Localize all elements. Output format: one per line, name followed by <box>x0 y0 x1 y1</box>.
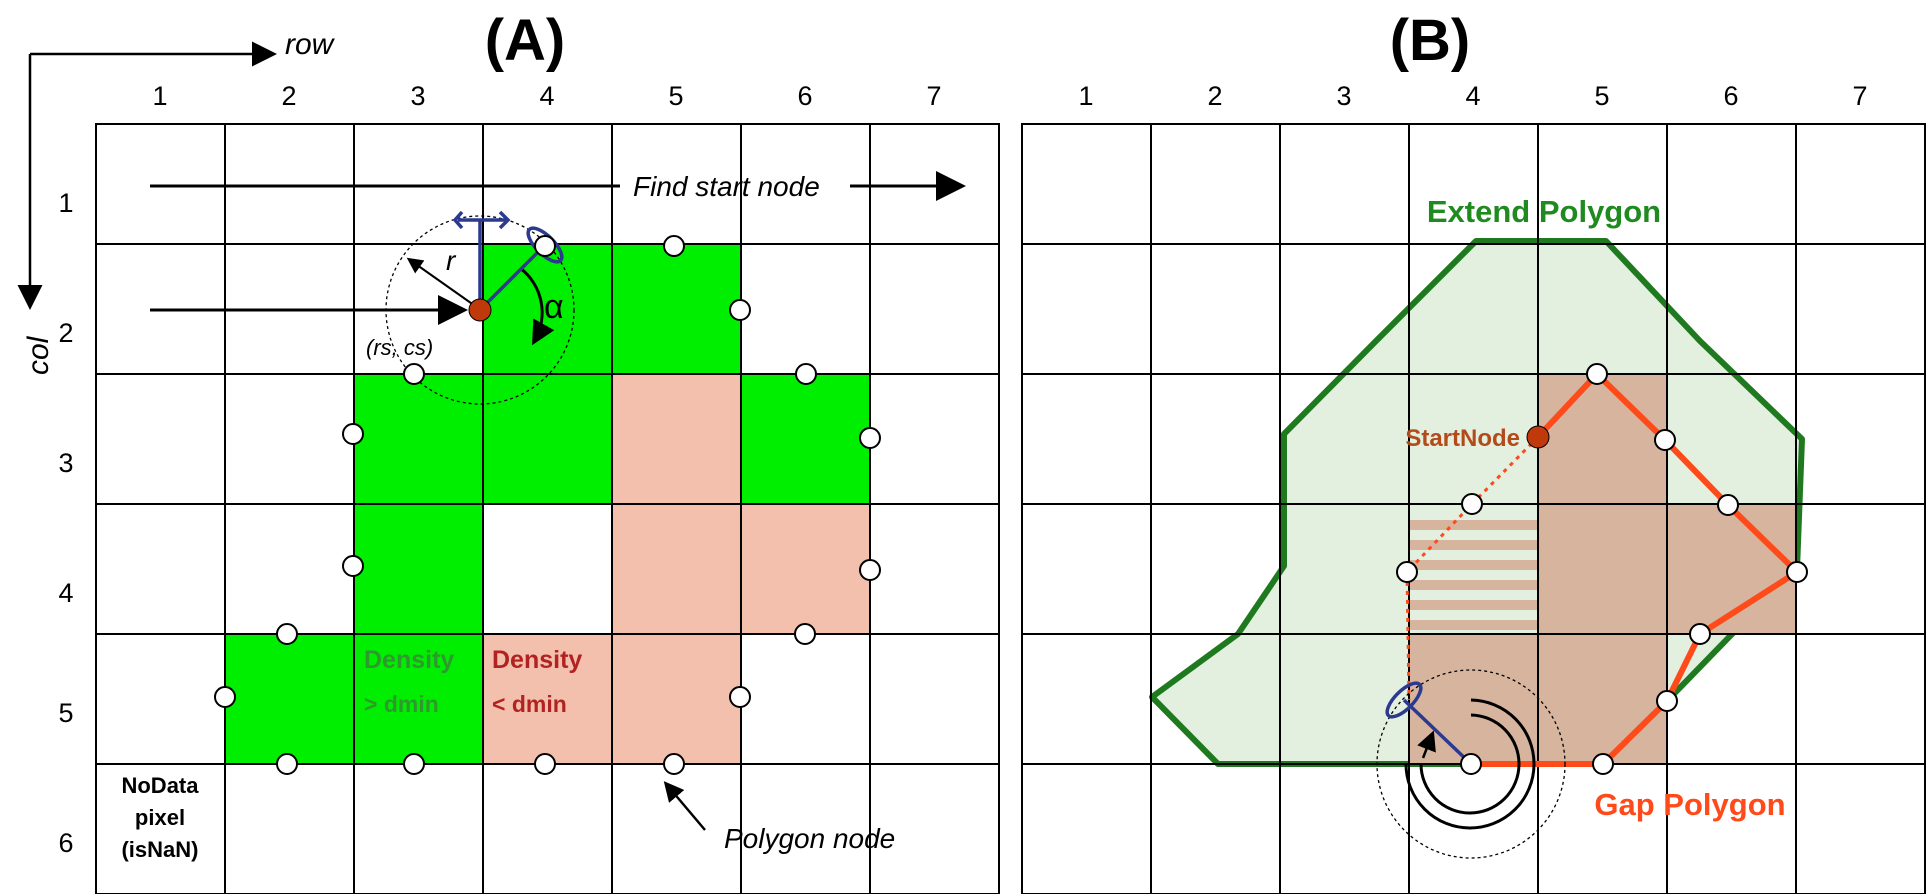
row-numbers-a: 1 2 3 4 5 6 <box>58 188 73 858</box>
density-low-condition: < dmin <box>492 691 567 717</box>
panel-a-title: (A) <box>485 8 566 73</box>
radius-label: r <box>446 245 457 276</box>
col-number: 4 <box>539 81 554 111</box>
density-high-condition: > dmin <box>364 691 439 717</box>
svg-text:pixel: pixel <box>135 805 185 830</box>
scan-arrows <box>150 171 966 325</box>
col-number: 6 <box>1723 81 1738 111</box>
row-number: 6 <box>58 828 73 858</box>
panel-a: row col (A) 1 2 3 4 5 6 7 1 2 3 4 5 6 Fi… <box>17 8 1000 894</box>
grid-a <box>95 123 1000 894</box>
angle-arc-b-outer <box>1404 698 1536 830</box>
polygon-node-label: Polygon node <box>724 823 895 854</box>
start-node-label: StartNode <box>1405 425 1520 452</box>
col-number: 5 <box>1594 81 1609 111</box>
search-circle-b <box>1376 669 1566 859</box>
col-number: 7 <box>926 81 941 111</box>
col-number: 3 <box>410 81 425 111</box>
angle-label: α <box>544 288 564 326</box>
axis-arrows <box>17 41 277 310</box>
svg-text:(isNaN): (isNaN) <box>121 837 198 862</box>
row-number: 3 <box>58 448 73 478</box>
start-node-a <box>468 298 492 322</box>
col-number: 6 <box>797 81 812 111</box>
search-radius-circle <box>385 215 575 405</box>
direction-arrows <box>452 210 564 312</box>
find-start-node-label: Find start node <box>633 171 820 202</box>
direction-marker-b <box>1385 681 1423 719</box>
grid-b <box>1021 123 1926 894</box>
row-number: 4 <box>58 578 73 608</box>
col-number: 4 <box>1465 81 1480 111</box>
polygon-node-pointer <box>663 781 706 831</box>
col-number: 2 <box>1207 81 1222 111</box>
extend-polygon-label: Extend Polygon <box>1427 194 1661 229</box>
row-number: 2 <box>58 318 73 348</box>
gap-polygon-label: Gap Polygon <box>1594 787 1785 822</box>
column-numbers-b: 1 2 3 4 5 6 7 <box>1078 81 1867 111</box>
col-axis-label: col <box>22 335 55 375</box>
col-number: 2 <box>281 81 296 111</box>
panel-b: (B) 1 2 3 4 5 6 7 Extend Polygon StartNo… <box>1021 8 1926 894</box>
col-number: 3 <box>1336 81 1351 111</box>
polygon-nodes-b <box>1396 363 1808 775</box>
row-number: 5 <box>58 698 73 728</box>
angle-arc <box>519 266 555 346</box>
polygon-nodes-a <box>214 235 881 775</box>
direction-line-b <box>1402 698 1473 766</box>
gap-polygon-dotted <box>1405 435 1540 701</box>
panel-b-title: (B) <box>1390 8 1471 73</box>
col-number: 1 <box>152 81 167 111</box>
row-number: 1 <box>58 188 73 218</box>
density-low-label: Density <box>492 646 582 674</box>
density-high-label: Density <box>364 646 454 674</box>
striped-cell <box>1409 520 1538 630</box>
angle-arc-b <box>1419 713 1521 815</box>
column-numbers-a: 1 2 3 4 5 6 7 <box>152 81 941 111</box>
nodata-label: NoData pixel (isNaN) <box>121 773 199 862</box>
start-node-b <box>1526 425 1550 449</box>
col-number: 1 <box>1078 81 1093 111</box>
radius-arrow <box>406 257 479 309</box>
col-number: 5 <box>668 81 683 111</box>
row-axis-label: row <box>285 28 336 61</box>
rotation-arrow-b <box>1417 730 1436 759</box>
svg-text:NoData: NoData <box>121 773 199 798</box>
start-coordinate-label: (rs, cs) <box>366 335 433 360</box>
col-number: 7 <box>1852 81 1867 111</box>
